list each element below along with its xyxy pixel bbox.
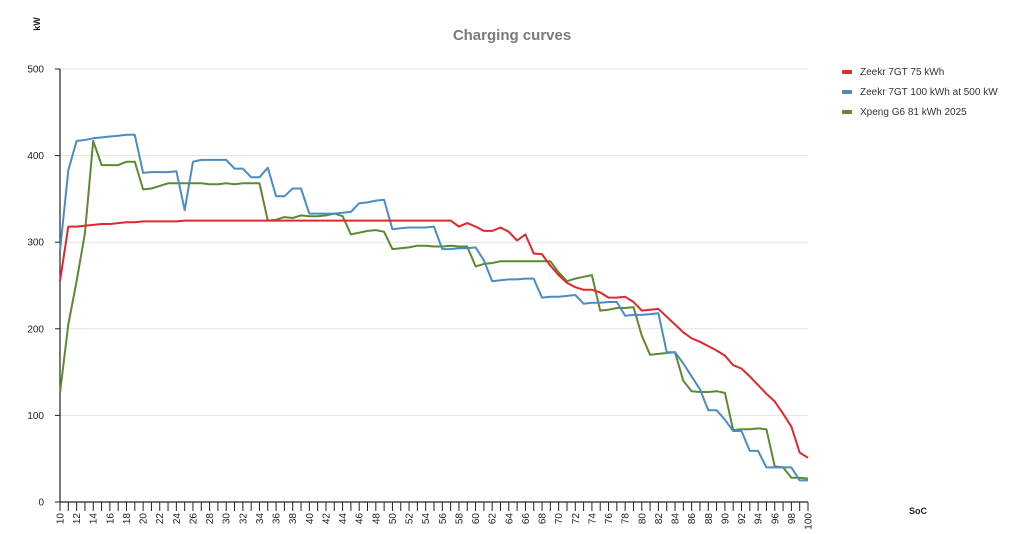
x-tick-label: 32 — [238, 513, 249, 525]
legend-item[interactable]: Xpeng G6 81 kWh 2025 — [842, 102, 998, 122]
legend-item[interactable]: Zeekr 7GT 100 kWh at 500 kW — [842, 82, 998, 102]
x-tick-label: 50 — [388, 513, 399, 525]
x-tick-label: 96 — [770, 513, 781, 525]
x-tick-label: 52 — [405, 513, 416, 525]
x-tick-label: 38 — [288, 513, 299, 525]
x-tick-label: 62 — [488, 513, 499, 525]
x-tick-label: 28 — [205, 513, 216, 525]
x-tick-label: 72 — [571, 513, 582, 525]
legend-label: Xpeng G6 81 kWh 2025 — [860, 106, 967, 118]
x-tick-label: 68 — [538, 513, 549, 525]
legend-swatch — [842, 90, 852, 94]
legend-swatch — [842, 110, 852, 114]
x-tick-label: 30 — [222, 513, 233, 525]
x-tick-label: 22 — [155, 513, 166, 525]
x-tick-label: 18 — [122, 513, 133, 525]
y-tick-label: 500 — [27, 65, 44, 76]
y-tick-label: 300 — [27, 238, 44, 249]
x-tick-label: 86 — [687, 513, 698, 525]
legend-item[interactable]: Zeekr 7GT 75 kWh — [842, 62, 998, 82]
x-tick-label: 26 — [188, 513, 199, 525]
x-axis-label: SoC — [909, 506, 928, 516]
y-tick-label: 400 — [27, 151, 44, 162]
x-tick-label: 98 — [787, 513, 798, 525]
x-tick-label: 84 — [671, 513, 682, 525]
x-tick-label: 16 — [105, 513, 116, 525]
x-tick-label: 92 — [737, 513, 748, 525]
chart-title: Charging curves — [453, 27, 571, 44]
legend-label: Zeekr 7GT 75 kWh — [860, 66, 945, 78]
x-tick-label: 88 — [704, 513, 715, 525]
x-tick-label: 56 — [438, 513, 449, 525]
legend-swatch — [842, 70, 852, 74]
series-line — [59, 219, 809, 459]
series-line — [59, 133, 808, 482]
x-tick-label: 80 — [637, 513, 648, 525]
x-tick-label: 34 — [255, 513, 266, 525]
x-tick-label: 66 — [521, 513, 532, 525]
y-axis-label: kW — [32, 17, 42, 31]
x-tick-label: 70 — [554, 513, 565, 525]
series-lines — [59, 133, 809, 482]
x-tick-label: 76 — [604, 513, 615, 525]
y-tick-label: 0 — [38, 498, 44, 509]
x-tick-label: 42 — [321, 513, 332, 525]
axes: 0 100 200 300 400 500 10 12 14 16 18 20 22 24 26 28 30 32… — [27, 65, 814, 530]
x-tick-label: 20 — [139, 513, 150, 525]
x-tick-label: 44 — [338, 513, 349, 525]
x-tick-label: 10 — [56, 513, 67, 525]
x-tick-label: 78 — [621, 513, 632, 525]
legend-label: Zeekr 7GT 100 kWh at 500 kW — [860, 86, 998, 98]
x-tick-label: 24 — [172, 513, 183, 525]
x-tick-label: 94 — [754, 513, 765, 525]
x-tick-label: 82 — [654, 513, 665, 525]
series-line — [59, 139, 809, 480]
x-tick-label: 40 — [305, 513, 316, 525]
x-tick-label: 60 — [471, 513, 482, 525]
x-tick-label: 46 — [355, 513, 366, 525]
y-tick-label: 100 — [27, 411, 44, 422]
x-tick-label: 36 — [272, 513, 283, 525]
x-tick-label: 14 — [89, 513, 100, 525]
x-tick-label: 74 — [587, 513, 598, 525]
x-tick-label: 100 — [804, 513, 815, 530]
x-tick-label: 48 — [371, 513, 382, 525]
legend: Zeekr 7GT 75 kWh Zeekr 7GT 100 kWh at 500… — [842, 62, 998, 122]
x-tick-label: 64 — [504, 513, 515, 525]
x-tick-label: 90 — [720, 513, 731, 525]
x-tick-label: 12 — [72, 513, 83, 525]
x-tick-label: 58 — [454, 513, 465, 525]
grid-lines — [60, 68, 808, 416]
y-tick-label: 200 — [27, 324, 44, 335]
x-tick-label: 54 — [421, 513, 432, 525]
